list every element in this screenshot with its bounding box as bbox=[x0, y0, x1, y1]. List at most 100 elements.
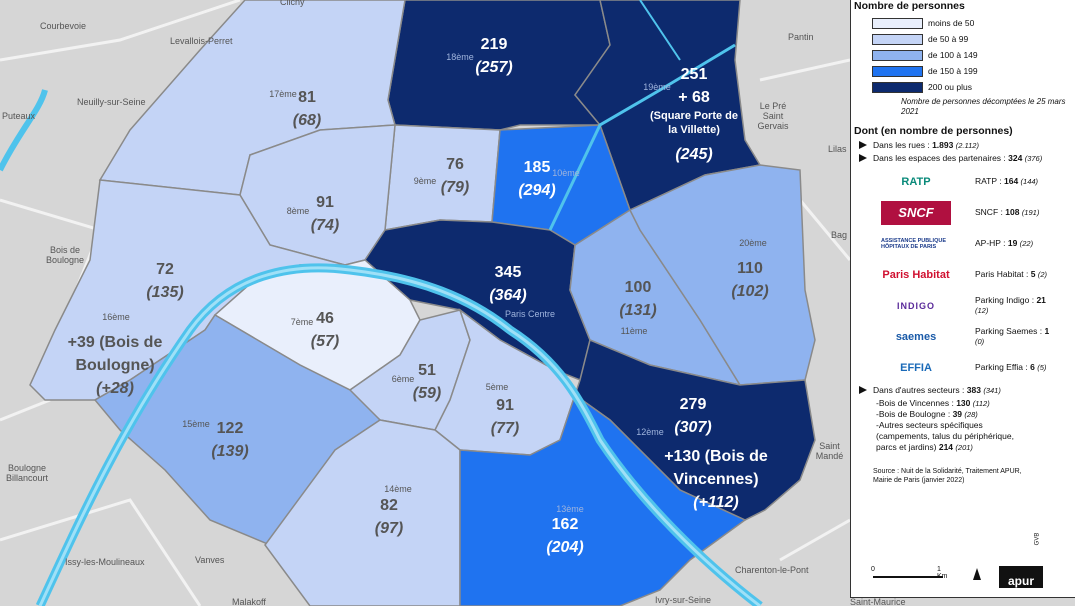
extra-previous: (+28) bbox=[96, 380, 134, 397]
legend-class: 200 ou plus bbox=[872, 79, 1075, 95]
district-area bbox=[459, 393, 747, 606]
count: 91 bbox=[316, 194, 334, 211]
breakdown-title: Dont (en nombre de personnes) bbox=[854, 125, 1013, 137]
partner-row: EFFIA Parking Effia : 6 (5) bbox=[881, 352, 1075, 383]
count: 51 bbox=[418, 362, 436, 379]
previous-count: (97) bbox=[374, 520, 404, 537]
partner-logo: ASSISTANCE PUBLIQUE HÔPITAUX DE PARIS bbox=[881, 237, 946, 250]
districts bbox=[29, 0, 816, 606]
other-value: 130 bbox=[956, 398, 971, 408]
arrow bbox=[859, 141, 867, 149]
place-name: Le Pré Saint Gervais bbox=[757, 101, 789, 131]
partner-row: RATP RATP : 164 (144) bbox=[881, 166, 1075, 197]
other-label: -Autres secteurs spécifiques (campements… bbox=[876, 420, 1014, 452]
district-label: 185 (294) bbox=[518, 156, 555, 202]
place-name: Charenton-le-Pont bbox=[735, 565, 809, 575]
legend-class: de 50 à 99 bbox=[872, 31, 1075, 47]
extra-label: +39 (Bois de Boulogne) (+28) bbox=[60, 331, 170, 400]
place-name: Pantin bbox=[788, 32, 814, 42]
place-name: Bois de Boulogne bbox=[45, 245, 85, 265]
district-label: 51 (59) bbox=[413, 359, 441, 405]
extra-count: + 68 bbox=[678, 89, 710, 106]
scale-start: 0 bbox=[871, 566, 875, 573]
district-name: 9ème bbox=[413, 176, 437, 186]
partner-label: SNCF : bbox=[975, 207, 1003, 217]
partner-text: AP-HP : 19 (22) bbox=[975, 238, 1055, 249]
previous-count: (257) bbox=[475, 59, 513, 76]
place-name: Ivry-sur-Seine bbox=[655, 595, 712, 605]
legend: Nombre de personnes moins de 50 de 50 à 99… bbox=[850, 0, 1075, 598]
district-name: 13ème bbox=[556, 504, 584, 514]
district-name: 18ème bbox=[446, 52, 474, 62]
previous-count: (59) bbox=[412, 385, 442, 402]
count: 110 bbox=[737, 260, 763, 277]
count: 279 bbox=[679, 396, 707, 413]
partner-label: Paris Habitat : bbox=[975, 269, 1029, 279]
partner-previous: (0) bbox=[975, 337, 985, 346]
place-name: Lilas bbox=[828, 144, 847, 154]
partner-logo: SNCF bbox=[881, 200, 951, 225]
place-name: Courbevoie bbox=[40, 21, 87, 31]
previous-count: (79) bbox=[440, 179, 470, 196]
legend-swatch bbox=[872, 17, 923, 29]
partners-text: Dans les espaces des partenaires : 324 (… bbox=[873, 153, 1042, 164]
partner-value: 19 bbox=[1007, 238, 1018, 248]
district-label: 122 (139) bbox=[211, 417, 248, 463]
previous-count: (294) bbox=[518, 182, 556, 199]
place-name: Saint-Maurice bbox=[850, 597, 906, 606]
extra-count: +130 (Bois de Vincennes) bbox=[664, 448, 768, 488]
extra-previous: (+112) bbox=[693, 494, 739, 511]
previous-count: (307) bbox=[674, 419, 712, 436]
previous-count: (245) bbox=[675, 146, 713, 163]
count: 122 bbox=[216, 420, 244, 437]
previous-count: (102) bbox=[731, 283, 769, 300]
other-label: -Bois de Vincennes : bbox=[876, 398, 954, 408]
legend-label: de 150 à 199 bbox=[928, 66, 978, 76]
streets-label: Dans les rues : bbox=[873, 140, 930, 150]
district-name: 20ème bbox=[739, 238, 767, 248]
previous-count: (57) bbox=[310, 333, 340, 350]
count: 100 bbox=[624, 279, 652, 296]
district-name: 11ème bbox=[620, 326, 648, 336]
partners-value: 324 bbox=[1008, 153, 1023, 163]
partner-text: SNCF : 108 (191) bbox=[975, 207, 1055, 218]
roads bbox=[0, 0, 850, 606]
district-name: 8ème bbox=[286, 206, 310, 216]
partner-logo: EFFIA bbox=[900, 361, 932, 374]
district-name: 5ème bbox=[485, 382, 509, 392]
previous-count: (135) bbox=[146, 284, 184, 301]
district-label: 81 (68) bbox=[293, 86, 321, 132]
partner-row: SNCF SNCF : 108 (191) bbox=[881, 197, 1075, 228]
district-label: 91 (77) bbox=[491, 394, 519, 440]
legend-swatch bbox=[872, 49, 923, 61]
legend-note: Nombre de personnes décomptées le 25 mar… bbox=[901, 97, 1066, 116]
district-name: 17ème bbox=[269, 89, 297, 99]
other-previous: (201) bbox=[955, 443, 973, 452]
other-text: Dans d'autres secteurs : 383 (341) bbox=[873, 385, 1001, 396]
other-item: -Bois de Boulogne : 39 (28) bbox=[876, 409, 1026, 420]
district-label: 251 + 68 (Square Porte de la Villette) (245… bbox=[648, 63, 740, 166]
count: 251 bbox=[680, 66, 708, 83]
previous-count: (204) bbox=[546, 539, 584, 556]
district-label: 76 (79) bbox=[441, 153, 469, 199]
scale-end: 1 Km bbox=[937, 566, 948, 580]
extra-label: +130 (Bois de Vincennes) (+112) bbox=[661, 445, 771, 514]
legend-label: de 100 à 149 bbox=[928, 50, 978, 60]
partner-label: AP-HP : bbox=[975, 238, 1006, 248]
partner-text: Parking Indigo : 21 (12) bbox=[975, 295, 1055, 316]
count: 82 bbox=[380, 497, 398, 514]
district-label: 110 (102) bbox=[731, 257, 768, 303]
partner-label: Parking Saemes : bbox=[975, 326, 1043, 336]
brand: apur bbox=[999, 566, 1043, 588]
previous-count: (364) bbox=[489, 287, 527, 304]
count: 185 bbox=[523, 159, 551, 176]
other-previous: (112) bbox=[972, 399, 990, 408]
note: (Square Porte de la Villette) bbox=[649, 110, 739, 136]
count: 219 bbox=[480, 36, 508, 53]
partner-row: saemes Parking Saemes : 1 (0) bbox=[881, 321, 1075, 352]
other-item: -Autres secteurs spécifiques (campements… bbox=[876, 420, 1026, 453]
count: 162 bbox=[551, 516, 579, 533]
count: 46 bbox=[316, 310, 334, 327]
district-label: 72 (135) bbox=[146, 258, 183, 304]
partner-text: Paris Habitat : 5 (2) bbox=[975, 269, 1055, 280]
